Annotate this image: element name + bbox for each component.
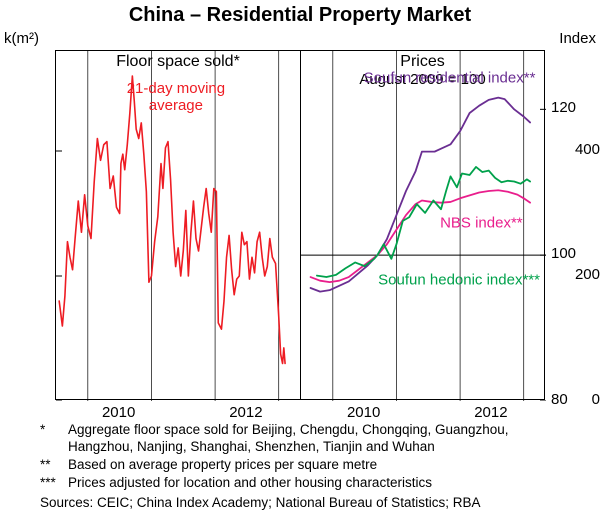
footnote: *Aggregate floor space sold for Beijing,… [40, 422, 560, 456]
footnote: **Based on average property prices per s… [40, 457, 560, 474]
right-y-unit: Index [559, 30, 596, 47]
left-y-unit: k(m²) [4, 30, 39, 47]
y-tick-left: 200 [551, 266, 600, 283]
chart-title: China – Residential Property Market [0, 4, 600, 27]
series-annotation: NBS index** [440, 214, 523, 231]
y-tick-right: 120 [551, 99, 576, 116]
y-tick-right: 80 [551, 391, 568, 408]
sources: Sources: CEIC; China Index Academy; Nati… [40, 495, 560, 512]
x-tick: 2012 [474, 404, 507, 421]
series-annotation: 21-day movingaverage [127, 80, 225, 114]
x-tick: 2012 [229, 404, 262, 421]
series-annotation: Soufun hedonic index*** [378, 271, 540, 288]
y-tick-left: 400 [551, 141, 600, 158]
series-annotation: Soufun residential index** [364, 69, 536, 86]
footnotes: *Aggregate floor space sold for Beijing,… [40, 422, 560, 511]
footnote: ***Prices adjusted for location and othe… [40, 475, 560, 492]
x-tick: 2010 [347, 404, 380, 421]
y-tick-right: 100 [551, 245, 576, 262]
x-tick: 2010 [102, 404, 135, 421]
